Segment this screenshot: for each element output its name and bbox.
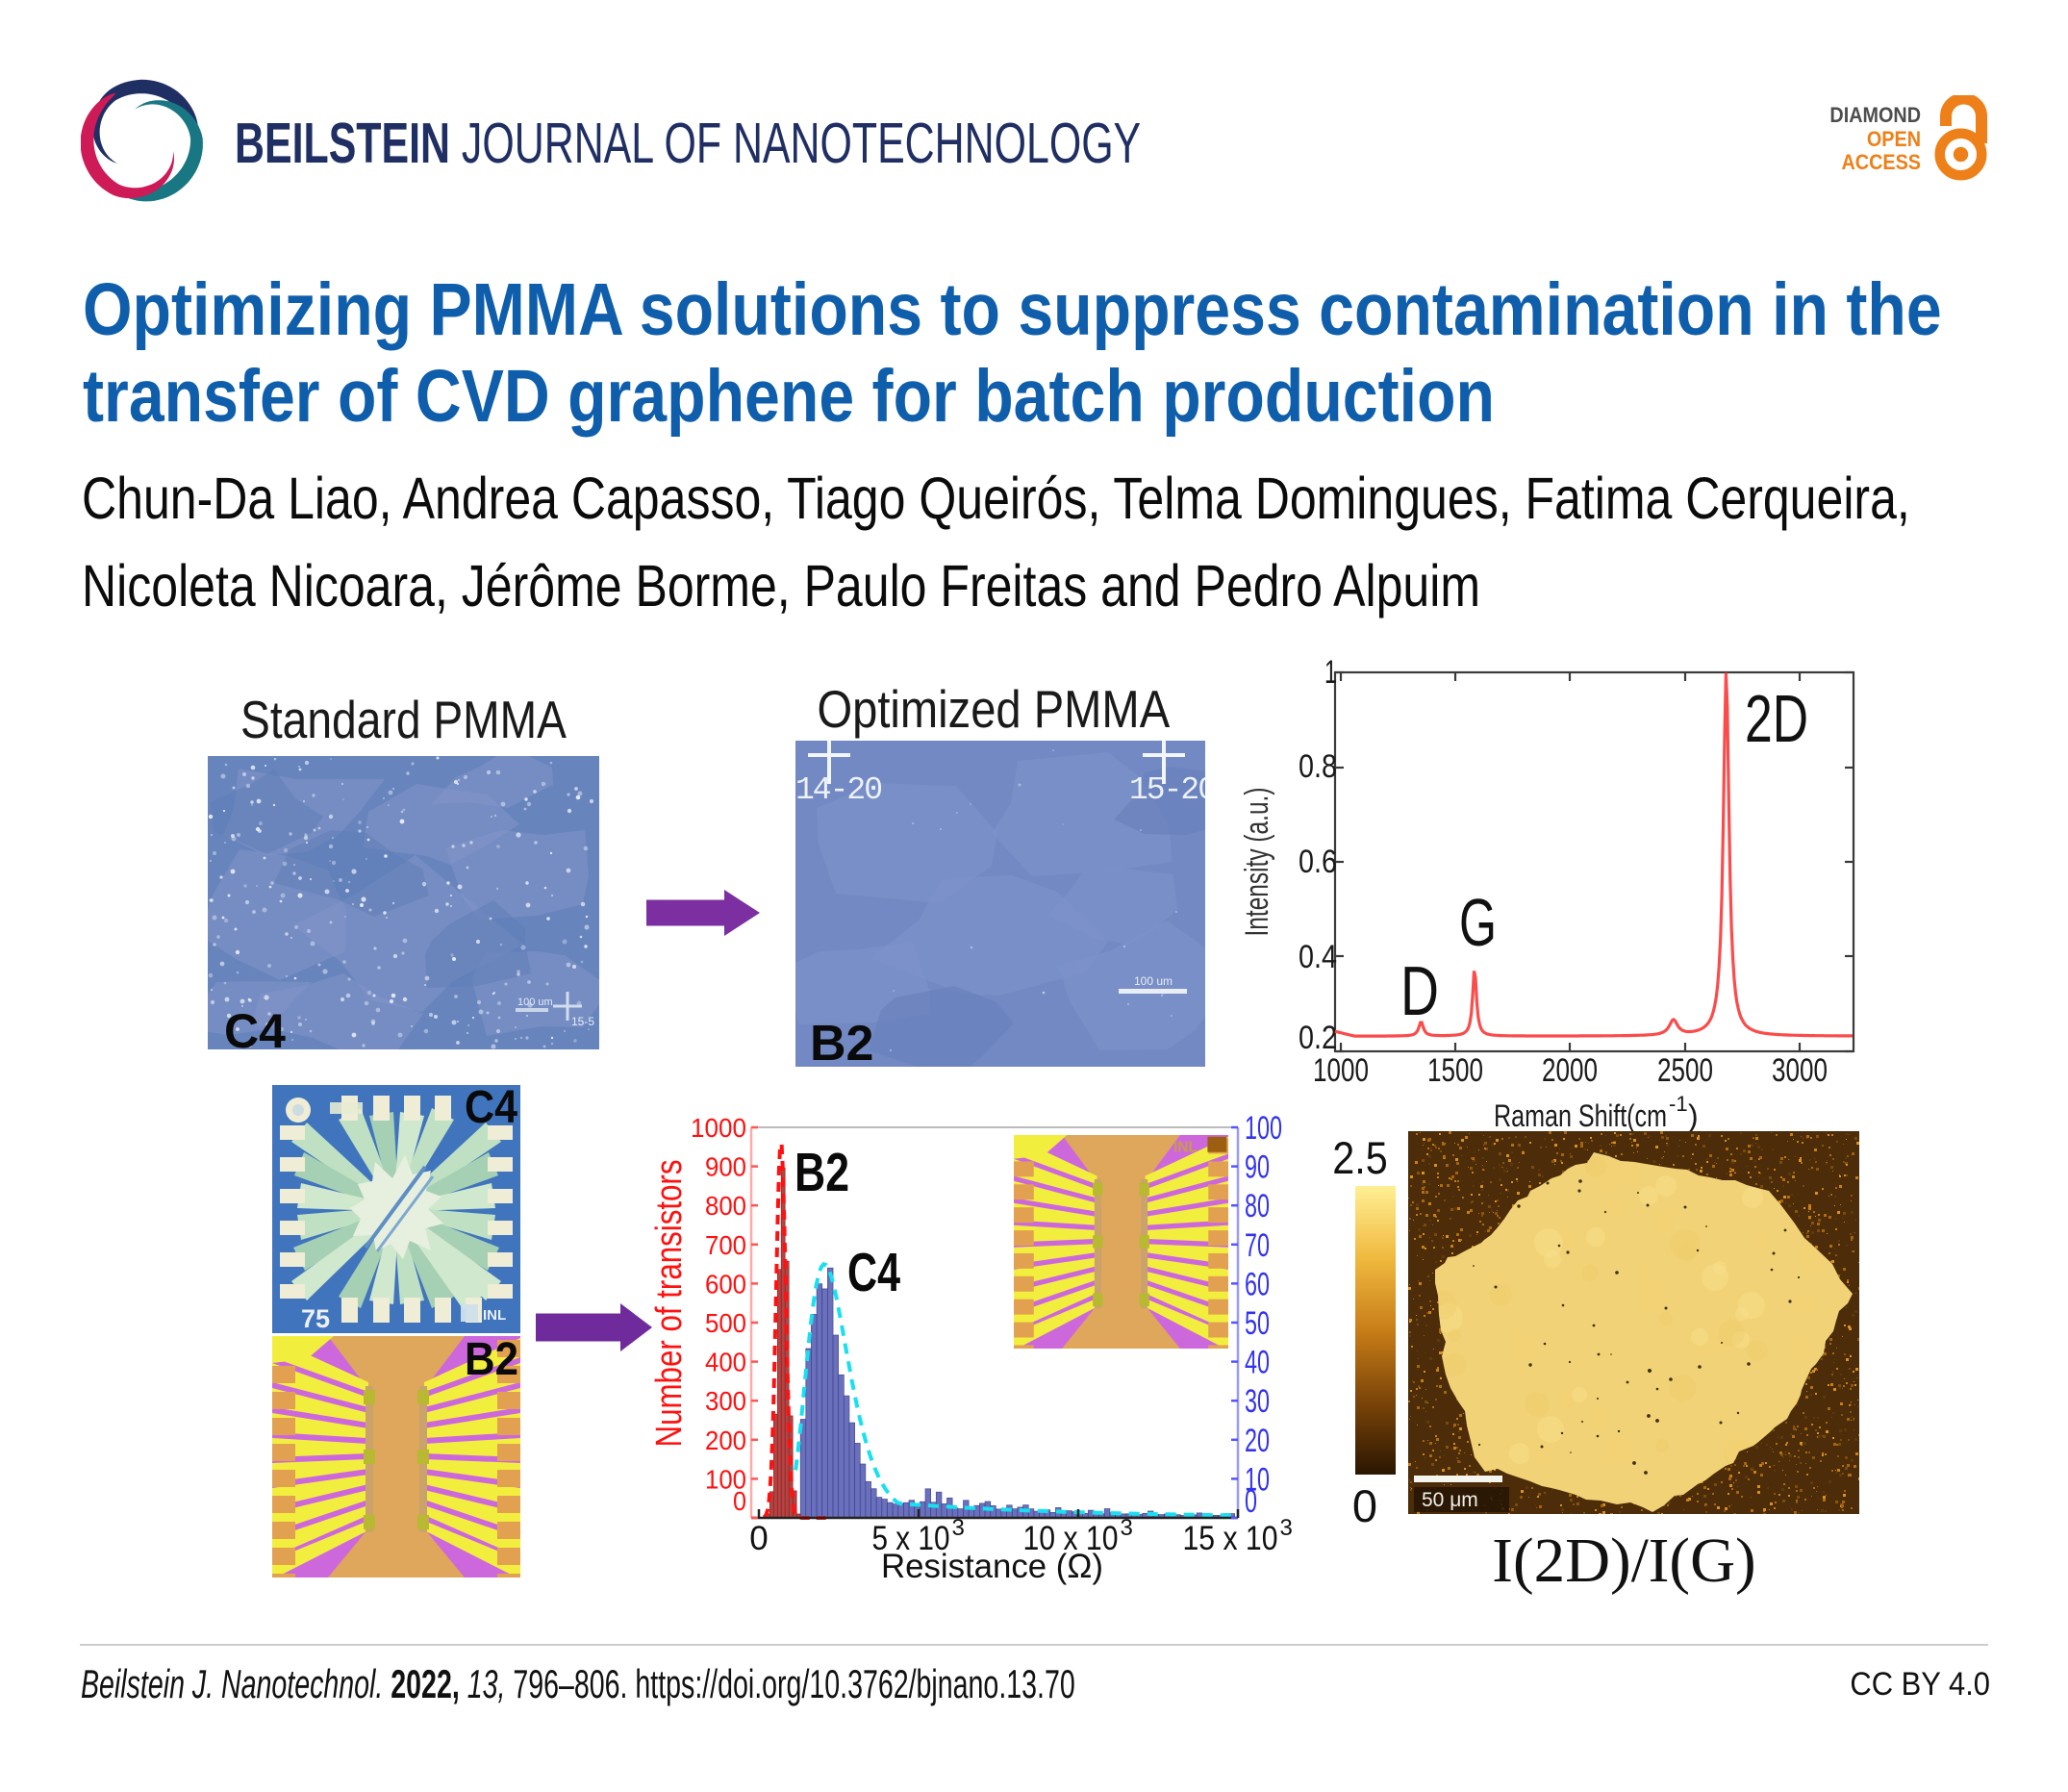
svg-text:800: 800 [705, 1191, 746, 1221]
svg-text:600: 600 [705, 1269, 746, 1299]
svg-text:1: 1 [1324, 654, 1337, 691]
svg-text:3: 3 [1121, 1515, 1133, 1541]
svg-text:1000: 1000 [691, 1113, 746, 1143]
svg-text:G: G [1459, 885, 1497, 960]
svg-text:14-20: 14-20 [795, 772, 881, 808]
svg-text:50 μm: 50 μm [1422, 1489, 1478, 1511]
svg-text:0.6: 0.6 [1299, 844, 1337, 880]
svg-text:10 x 10: 10 x 10 [1023, 1520, 1119, 1557]
svg-text:3000: 3000 [1772, 1052, 1828, 1089]
svg-text:300: 300 [705, 1386, 746, 1416]
svg-text:0.4: 0.4 [1299, 939, 1337, 975]
svg-text:Raman Shift(cm: Raman Shift(cm [1494, 1098, 1667, 1133]
svg-text:0.8: 0.8 [1299, 748, 1337, 785]
svg-text:D: D [1400, 953, 1439, 1030]
svg-text:500: 500 [705, 1308, 746, 1338]
svg-text:INL: INL [1173, 1140, 1198, 1156]
svg-text:): ) [1688, 1098, 1699, 1133]
svg-text:-1: -1 [1669, 1092, 1688, 1116]
svg-text:2000: 2000 [1542, 1052, 1598, 1089]
svg-text:40: 40 [1245, 1345, 1270, 1381]
svg-text:700: 700 [705, 1230, 746, 1260]
svg-text:20: 20 [1245, 1423, 1270, 1459]
svg-text:Intensity (a.u.): Intensity (a.u.) [1241, 788, 1275, 937]
svg-text:80: 80 [1245, 1188, 1270, 1224]
svg-text:5 x 10: 5 x 10 [872, 1520, 950, 1557]
svg-text:100: 100 [705, 1464, 746, 1494]
svg-text:Number of transistors: Number of transistors [649, 1160, 690, 1448]
svg-text:90: 90 [1245, 1149, 1270, 1186]
svg-text:15-5: 15-5 [571, 1015, 594, 1028]
svg-text:B2: B2 [465, 1336, 518, 1385]
svg-text:0: 0 [749, 1520, 768, 1557]
svg-text:10: 10 [1245, 1461, 1270, 1498]
svg-text:400: 400 [705, 1348, 746, 1377]
svg-text:30: 30 [1245, 1383, 1270, 1420]
svg-text:2D: 2D [1745, 681, 1808, 756]
svg-text:1000: 1000 [1313, 1052, 1369, 1089]
svg-text:200: 200 [705, 1426, 746, 1455]
svg-text:100 um: 100 um [1134, 974, 1173, 988]
svg-text:3: 3 [952, 1515, 965, 1541]
svg-text:900: 900 [705, 1152, 746, 1182]
svg-text:75: 75 [301, 1304, 330, 1333]
svg-text:60: 60 [1245, 1266, 1270, 1302]
svg-text:50: 50 [1245, 1305, 1270, 1342]
svg-text:70: 70 [1245, 1227, 1270, 1264]
svg-text:INL: INL [483, 1307, 506, 1324]
svg-text:C4: C4 [847, 1242, 900, 1303]
svg-text:0: 0 [1245, 1483, 1257, 1520]
svg-text:100: 100 [1245, 1110, 1282, 1147]
svg-text:0.2: 0.2 [1299, 1020, 1337, 1056]
svg-text:1500: 1500 [1427, 1052, 1483, 1089]
svg-text:15 x 10: 15 x 10 [1183, 1520, 1278, 1557]
svg-text:15-20: 15-20 [1129, 772, 1205, 808]
svg-text:C4: C4 [465, 1085, 517, 1133]
svg-text:Resistance (Ω): Resistance (Ω) [881, 1548, 1103, 1585]
svg-text:C4: C4 [224, 1004, 286, 1049]
svg-text:B2: B2 [794, 1142, 849, 1203]
svg-text:100 um: 100 um [517, 997, 553, 1008]
svg-text:3: 3 [1280, 1515, 1293, 1541]
svg-text:0: 0 [733, 1486, 746, 1516]
svg-text:2500: 2500 [1657, 1052, 1713, 1089]
svg-text:B2: B2 [810, 1016, 873, 1067]
